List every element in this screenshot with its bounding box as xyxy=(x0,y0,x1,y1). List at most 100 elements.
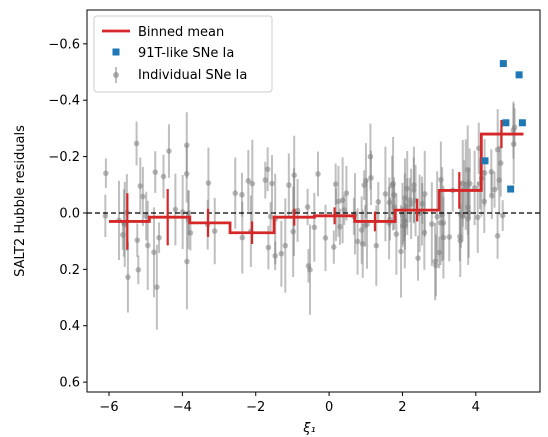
individual-sne-point xyxy=(354,208,361,275)
individual-sne-marker xyxy=(239,234,246,241)
y-tick-label: −0.6 xyxy=(48,37,80,52)
individual-sne-marker xyxy=(361,182,367,188)
individual-sne-point xyxy=(358,196,365,264)
individual-sne-point xyxy=(474,181,481,253)
x-tick-label: 0 xyxy=(325,400,333,415)
individual-sne-marker xyxy=(103,170,109,177)
individual-sne-marker xyxy=(494,233,501,239)
individual-sne-marker xyxy=(408,201,414,207)
individual-sne-point xyxy=(398,205,404,298)
individual-sne-marker xyxy=(152,169,159,175)
binned-mean-series xyxy=(109,119,524,250)
individual-sne-point xyxy=(249,139,256,228)
individual-sne-marker xyxy=(140,193,146,200)
individual-sne-point xyxy=(179,175,186,250)
individual-sne-marker xyxy=(125,274,131,280)
individual-sne-marker xyxy=(184,258,190,265)
individual-sne-point xyxy=(373,205,380,286)
individual-sne-point xyxy=(133,121,140,166)
y-axis-title: SALT2 Hubble residuals xyxy=(13,125,28,277)
individual-sne-point xyxy=(137,157,144,215)
individual-sne-point xyxy=(457,212,463,262)
individual-sne-point xyxy=(386,177,393,228)
x-axis-title: ξ₁ xyxy=(302,421,315,436)
individual-sne-marker xyxy=(432,258,438,265)
x-tick-label: −6 xyxy=(99,400,118,415)
individual-sne-marker xyxy=(135,267,142,273)
individual-sne-marker xyxy=(239,191,245,198)
y-tick-label: 0.4 xyxy=(59,319,80,334)
individual-sne-marker xyxy=(494,146,501,153)
individual-sne-marker xyxy=(393,231,400,237)
individual-sne-point xyxy=(304,188,311,226)
individual-sne-point xyxy=(399,182,406,248)
individual-sne-point xyxy=(262,161,269,199)
individual-sne-marker xyxy=(375,199,382,205)
individual-sne-marker xyxy=(134,237,141,243)
individual-sne-marker xyxy=(245,178,252,184)
y-tick-label: 0.2 xyxy=(59,263,80,278)
individual-sne-marker xyxy=(262,177,269,183)
individual-sne-point xyxy=(437,180,444,265)
legend: Binned mean 91T-like SNe Ia Individual S… xyxy=(93,15,273,93)
legend-frame xyxy=(93,15,273,93)
y-tick-label: 0.0 xyxy=(59,206,80,221)
t91-like-marker xyxy=(515,71,523,79)
legend-swatch-individual-point xyxy=(113,72,119,78)
individual-sne-point xyxy=(183,145,190,203)
individual-sne-marker xyxy=(391,204,398,210)
individual-sne-marker xyxy=(481,170,488,176)
individual-sne-point xyxy=(267,202,274,232)
individual-sne-marker xyxy=(332,181,339,187)
individual-sne-marker xyxy=(166,148,172,154)
individual-sne-marker xyxy=(305,263,312,269)
individual-sne-marker xyxy=(386,199,393,206)
individual-sne-point xyxy=(341,194,348,225)
individual-sne-marker xyxy=(368,175,374,181)
individual-sne-point xyxy=(152,151,159,193)
individual-sne-point xyxy=(125,241,131,313)
y-tick-label: 0.6 xyxy=(59,376,80,391)
individual-sne-marker xyxy=(160,173,167,180)
individual-sne-marker xyxy=(457,233,463,240)
individual-sne-point xyxy=(291,135,297,215)
individual-sne-marker xyxy=(382,191,389,197)
individual-sne-point xyxy=(415,235,421,281)
individual-sne-point xyxy=(166,124,172,178)
individual-sne-point xyxy=(315,151,321,197)
individual-sne-point xyxy=(471,150,478,226)
individual-sne-point xyxy=(239,201,246,274)
individual-sne-marker xyxy=(121,221,128,228)
individual-sne-marker xyxy=(404,185,411,192)
individual-sne-point xyxy=(144,200,151,290)
individual-sne-marker xyxy=(282,242,289,249)
individual-sne-point xyxy=(446,212,453,262)
individual-sne-point xyxy=(408,168,414,240)
t91-like-series xyxy=(481,60,526,193)
individual-sne-marker xyxy=(151,249,157,256)
individual-sne-marker xyxy=(133,140,140,147)
legend-label-individual: Individual SNe Ia xyxy=(138,68,247,83)
individual-sne-point xyxy=(121,181,128,267)
t91-like-marker xyxy=(507,185,515,193)
individual-sne-marker xyxy=(434,213,440,220)
individual-sne-marker xyxy=(411,182,417,188)
individual-sne-marker xyxy=(183,170,190,177)
individual-sne-point xyxy=(154,244,160,330)
binned-mean-step-line xyxy=(109,132,524,235)
individual-sne-marker xyxy=(315,171,321,177)
individual-sne-point xyxy=(510,101,517,159)
individual-sne-point xyxy=(489,172,495,220)
individual-sne-marker xyxy=(154,284,160,290)
individual-sne-marker xyxy=(421,191,428,197)
individual-sne-point xyxy=(491,171,498,208)
individual-sne-marker xyxy=(491,186,498,193)
individual-sne-marker xyxy=(278,250,285,257)
individual-sne-marker xyxy=(421,229,428,236)
individual-sne-marker xyxy=(399,212,406,218)
individual-sne-marker xyxy=(446,234,453,240)
individual-sne-marker xyxy=(269,180,275,187)
individual-sne-point xyxy=(134,223,141,257)
individual-sne-marker xyxy=(144,242,151,249)
individual-sne-point xyxy=(382,146,389,242)
